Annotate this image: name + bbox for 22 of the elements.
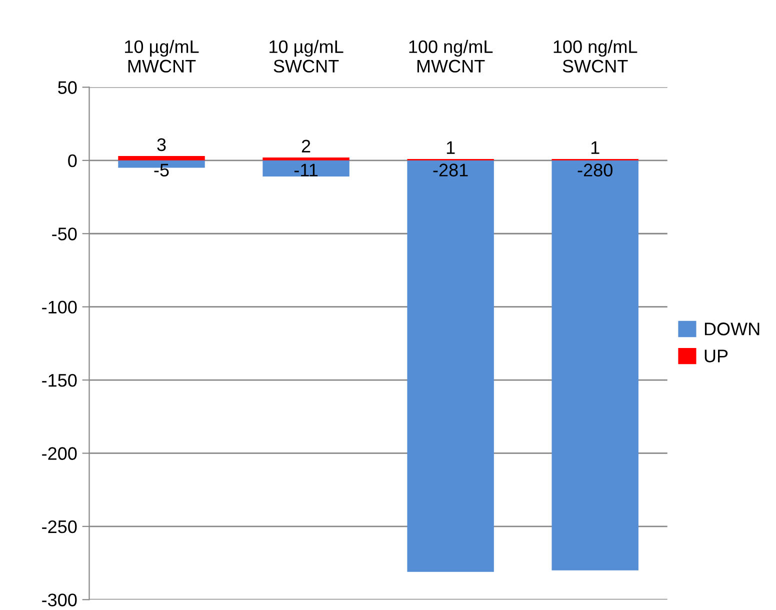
- y-tick-label: -300: [42, 594, 77, 606]
- data-label: 1: [591, 141, 600, 154]
- y-tick-label: -150: [42, 374, 77, 387]
- data-label: 3: [157, 138, 166, 152]
- y-tick-label: -50: [52, 228, 77, 240]
- y-tick-label: -250: [42, 520, 77, 534]
- data-label: 2: [302, 140, 310, 152]
- y-tick-label: 0: [68, 154, 77, 168]
- x-tick-label: 100 ng/mL MWCNT: [409, 40, 493, 73]
- legend-label: UP: [704, 350, 728, 362]
- y-tick-label: -200: [42, 447, 77, 460]
- y-tick-label: 50: [58, 81, 77, 94]
- data-label: -5: [154, 164, 169, 176]
- data-label: -280: [578, 164, 612, 176]
- data-label: -281: [433, 164, 468, 176]
- x-tick-label: 100 ng/mL SWCNT: [554, 40, 638, 73]
- y-tick-label: -100: [42, 300, 77, 314]
- x-tick-label: 10 µg/mL SWCNT: [270, 40, 344, 73]
- x-tick-label: 10 µg/mL MWCNT: [125, 40, 199, 73]
- legend-label: DOWN: [704, 322, 760, 336]
- data-label: 1: [446, 141, 455, 154]
- data-label: -11: [294, 164, 318, 176]
